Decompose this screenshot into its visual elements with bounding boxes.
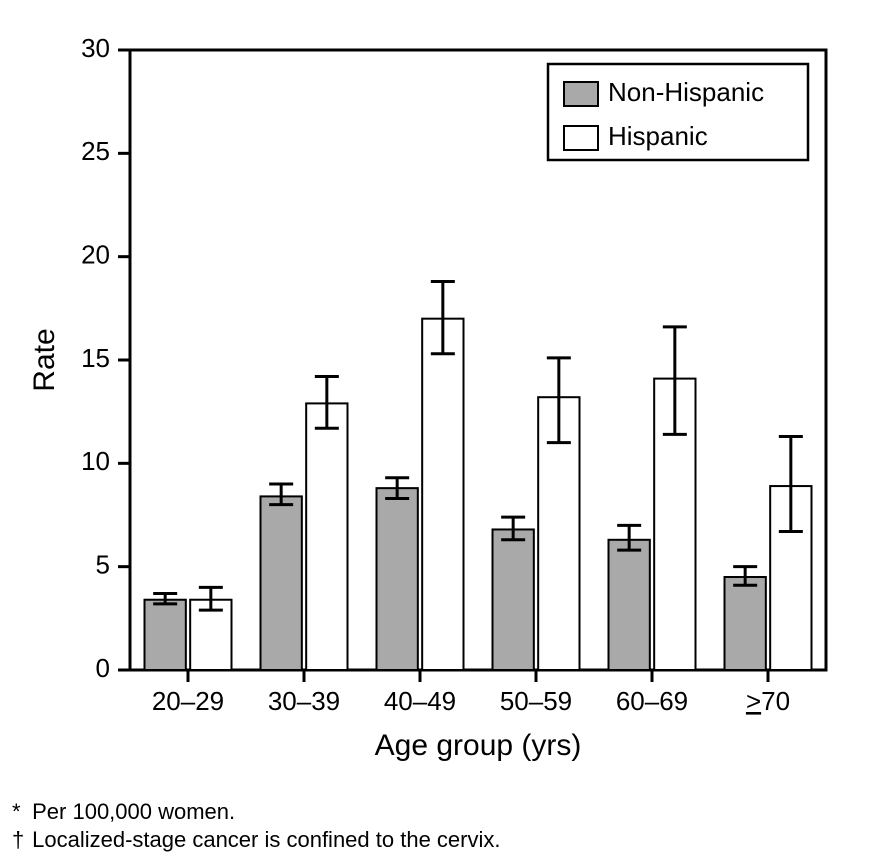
svg-text:30: 30 [81,33,110,63]
svg-text:30–39: 30–39 [268,686,340,716]
svg-text:40–49: 40–49 [384,686,456,716]
svg-text:20–29: 20–29 [152,686,224,716]
footnote-text: Per 100,000 women. [32,799,235,824]
footnote-symbol: * [12,798,26,826]
svg-text:60–69: 60–69 [616,686,688,716]
svg-text:Rate: Rate [28,328,61,391]
footnote-text: Localized-stage cancer is confined to th… [32,827,500,852]
rate-by-age-bar-chart: 0 5 10 15 20 25 30 Rate 20–29 30–39 40–49 50–59 60–6… [20,20,856,780]
footnotes: * Per 100,000 women. † Localized-stage c… [12,798,500,853]
svg-text:0: 0 [96,653,110,683]
svg-text:Non-Hispanic: Non-Hispanic [608,77,764,107]
svg-text:25: 25 [81,136,110,166]
svg-text:15: 15 [81,343,110,373]
svg-text:10: 10 [81,446,110,476]
footnote-symbol: † [12,826,26,854]
footnote-2: † Localized-stage cancer is confined to … [12,826,500,854]
svg-text:Hispanic: Hispanic [608,121,708,151]
svg-text:50–59: 50–59 [500,686,572,716]
svg-text:5: 5 [96,550,110,580]
chart-container: 0 5 10 15 20 25 30 Rate 20–29 30–39 40–49 50–59 60–6… [20,20,856,780]
footnote-1: * Per 100,000 women. [12,798,500,826]
svg-text:20: 20 [81,240,110,270]
svg-text:>70: >70 [746,686,790,716]
svg-text:Age group (yrs): Age group (yrs) [375,729,582,762]
